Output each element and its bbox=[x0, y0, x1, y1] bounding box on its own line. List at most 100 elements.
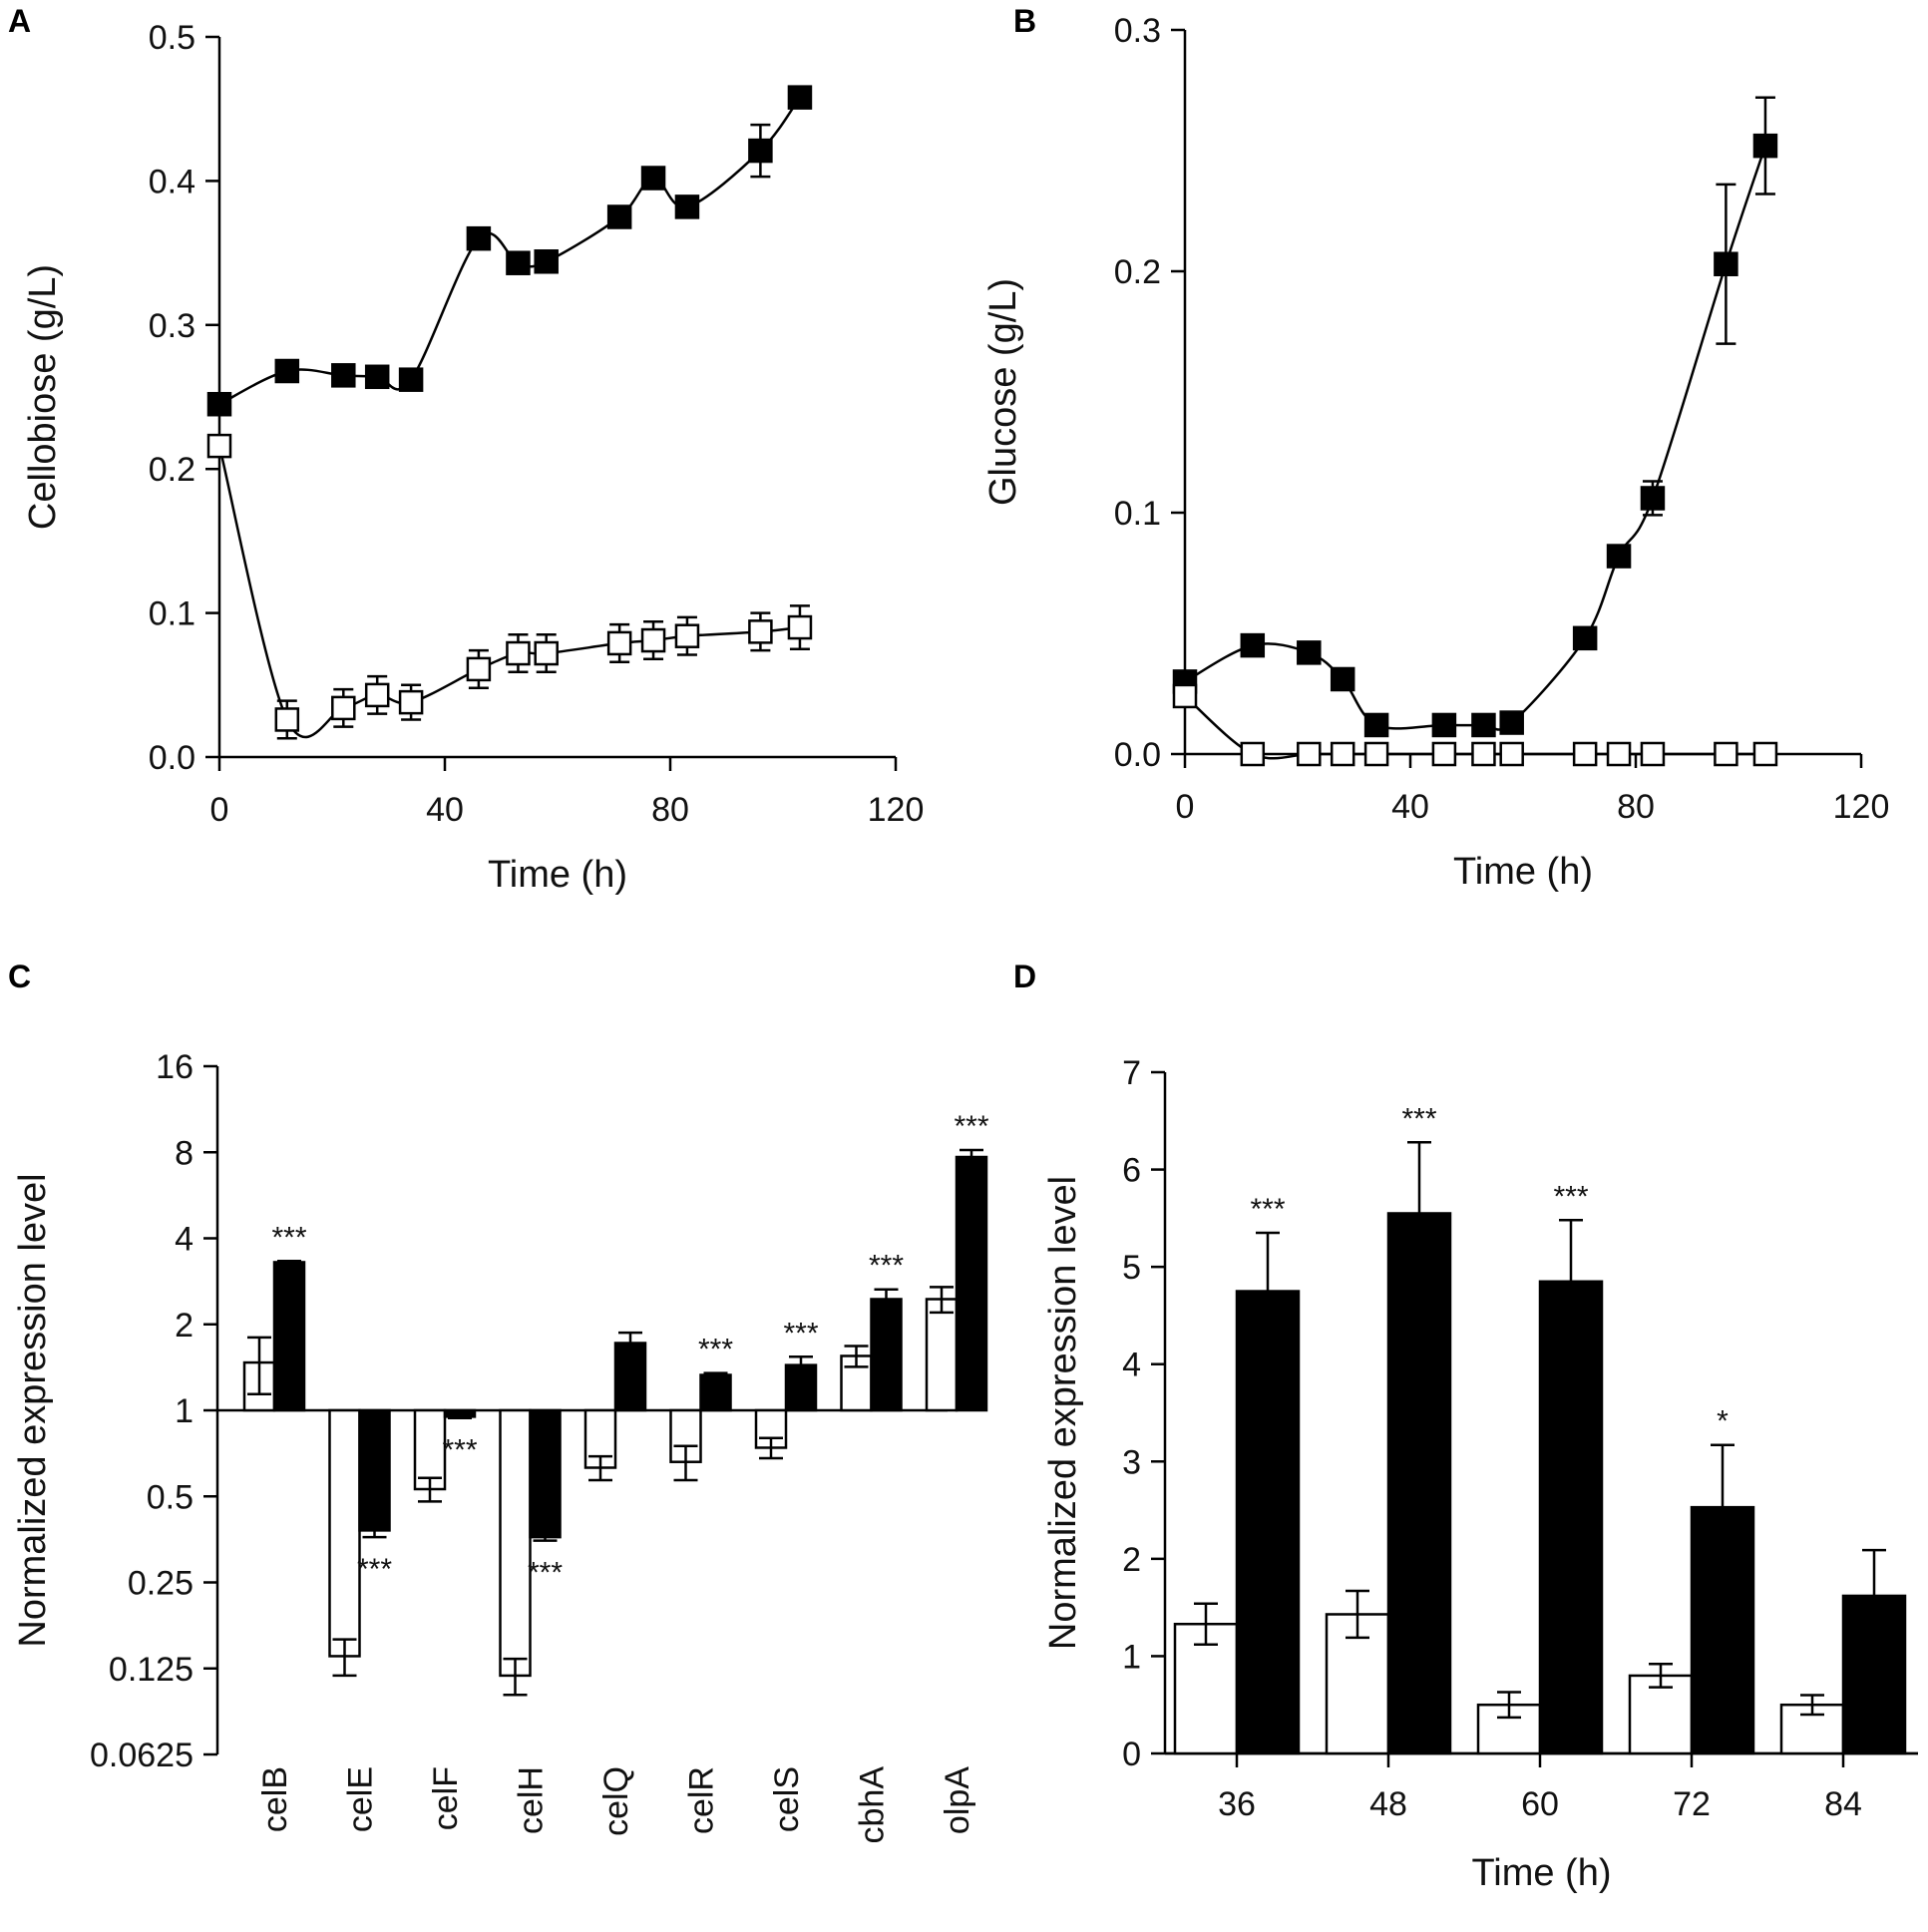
bar-filled bbox=[955, 1155, 988, 1412]
bar-filled bbox=[358, 1408, 391, 1532]
y-tick-label: 0.3 bbox=[1114, 12, 1161, 50]
data-point-open bbox=[331, 695, 356, 721]
data-point-filled bbox=[331, 363, 356, 388]
bar-open bbox=[754, 1408, 788, 1449]
data-point-filled bbox=[1363, 712, 1389, 738]
x-tick-label: olpA bbox=[939, 1766, 976, 1834]
x-axis-title: Time (h) bbox=[488, 854, 627, 896]
data-point-open bbox=[674, 623, 700, 648]
x-tick-label: 0 bbox=[210, 791, 229, 829]
data-point-filled bbox=[1714, 251, 1738, 276]
x-tick-label: celR bbox=[683, 1766, 721, 1834]
data-point-open bbox=[1330, 741, 1355, 767]
y-tick-label: 7 bbox=[1122, 1054, 1141, 1092]
bar-filled bbox=[272, 1261, 306, 1412]
data-point-open bbox=[1752, 741, 1778, 767]
x-axis-title: Time (h) bbox=[1453, 851, 1593, 893]
y-tick-label: 1 bbox=[1122, 1638, 1141, 1676]
panel-label: A bbox=[8, 3, 31, 39]
series-line-open bbox=[217, 445, 801, 739]
data-point-filled bbox=[1240, 632, 1266, 658]
panel-c: C 16 8 4 2 1 0.5 0.25 0.125 0.0625 Normalized expr… bbox=[8, 959, 989, 1844]
x-tick-label: 40 bbox=[426, 791, 464, 829]
data-point-open bbox=[787, 614, 813, 640]
significance-marker: *** bbox=[271, 1221, 306, 1254]
data-point-open bbox=[1714, 741, 1738, 767]
y-axis-title: Normalized expression level bbox=[1042, 1176, 1084, 1650]
y-tick-label: 4 bbox=[175, 1221, 193, 1259]
data-point-filled bbox=[1572, 625, 1598, 651]
x-tick-label: celB bbox=[256, 1766, 294, 1832]
y-tick-label: 8 bbox=[175, 1134, 193, 1172]
x-tick-label: 0 bbox=[1176, 788, 1195, 826]
y-tick-label: 0.125 bbox=[109, 1651, 193, 1689]
data-point-filled bbox=[1297, 640, 1322, 665]
data-point-filled bbox=[748, 138, 773, 164]
x-tick-label: 48 bbox=[1369, 1785, 1407, 1823]
significance-marker: *** bbox=[1401, 1102, 1436, 1135]
data-point-open bbox=[506, 640, 531, 666]
x-tick-label: 40 bbox=[1391, 788, 1429, 826]
significance-marker: *** bbox=[528, 1557, 563, 1590]
data-point-open bbox=[640, 627, 666, 653]
x-tick-label: 80 bbox=[1617, 788, 1655, 826]
data-point-open bbox=[398, 689, 424, 715]
y-axis-title: Cellobiose (g/L) bbox=[22, 264, 64, 530]
x-axis-title: Time (h) bbox=[1471, 1852, 1611, 1894]
data-point-filled bbox=[787, 85, 813, 110]
data-point-open bbox=[606, 630, 632, 656]
panel-label: D bbox=[1013, 959, 1036, 994]
panel-b: B 0.0 0.1 0.2 0.3 0 40 80 120 Time (h) Glucose (g/… bbox=[982, 3, 1889, 893]
x-tick-label: 84 bbox=[1824, 1785, 1862, 1823]
x-tick-label: celS bbox=[768, 1766, 806, 1832]
significance-marker: *** bbox=[357, 1553, 392, 1586]
x-tick-label: 36 bbox=[1218, 1785, 1256, 1823]
y-tick-label: 0.1 bbox=[149, 595, 195, 633]
data-point-open bbox=[1471, 741, 1496, 767]
x-tick-label: celE bbox=[342, 1766, 380, 1832]
y-tick-label: 4 bbox=[1122, 1347, 1141, 1384]
data-point-filled bbox=[206, 391, 232, 417]
x-tick-label: celF bbox=[427, 1766, 465, 1830]
data-point-filled bbox=[1471, 712, 1496, 738]
panel-a: A 0.0 0.1 0.2 0.3 0.4 0.5 0 40 80 120 Time (h) Cello… bbox=[8, 3, 924, 896]
y-tick-label: 1 bbox=[175, 1392, 193, 1430]
x-tick-label: 120 bbox=[868, 791, 925, 829]
significance-marker: *** bbox=[442, 1434, 477, 1467]
data-point-open bbox=[534, 640, 559, 666]
y-tick-label: 0.5 bbox=[147, 1478, 193, 1516]
y-tick-label: 0.0 bbox=[149, 739, 195, 777]
x-tick-label: 72 bbox=[1673, 1785, 1711, 1823]
data-point-filled bbox=[640, 166, 666, 191]
y-tick-label: 2 bbox=[175, 1307, 193, 1345]
panel-d: D 0 1 2 3 4 5 6 7 Normalized expression level Time… bbox=[1013, 959, 1918, 1894]
y-axis-title: Normalized expression level bbox=[12, 1173, 54, 1647]
y-tick-label: 0.1 bbox=[1114, 495, 1161, 533]
x-tick-label: cbhA bbox=[854, 1766, 892, 1844]
significance-marker: *** bbox=[698, 1334, 733, 1366]
data-point-filled bbox=[1431, 712, 1457, 738]
bar-open bbox=[925, 1298, 959, 1412]
y-tick-label: 0.4 bbox=[149, 163, 195, 200]
data-point-filled bbox=[1640, 486, 1666, 511]
data-point-open bbox=[274, 707, 300, 732]
data-point-open bbox=[206, 433, 232, 459]
y-tick-label: 0.25 bbox=[128, 1565, 193, 1603]
series-line-filled bbox=[1184, 145, 1767, 731]
data-point-open bbox=[364, 682, 390, 708]
data-point-filled bbox=[506, 250, 531, 275]
y-tick-label: 5 bbox=[1122, 1249, 1141, 1287]
significance-marker: *** bbox=[954, 1110, 988, 1143]
panel-label: C bbox=[8, 959, 31, 994]
data-point-open bbox=[1240, 741, 1266, 767]
data-point-open bbox=[1172, 683, 1198, 709]
significance-marker: *** bbox=[869, 1250, 904, 1283]
y-tick-label: 2 bbox=[1122, 1541, 1141, 1579]
y-tick-label: 0.3 bbox=[149, 307, 195, 345]
bar-filled bbox=[1538, 1280, 1604, 1755]
data-point-open bbox=[1297, 741, 1322, 767]
data-point-filled bbox=[466, 225, 492, 251]
data-point-filled bbox=[1330, 666, 1355, 692]
data-point-filled bbox=[1606, 544, 1632, 569]
y-tick-label: 0.0625 bbox=[90, 1737, 193, 1774]
